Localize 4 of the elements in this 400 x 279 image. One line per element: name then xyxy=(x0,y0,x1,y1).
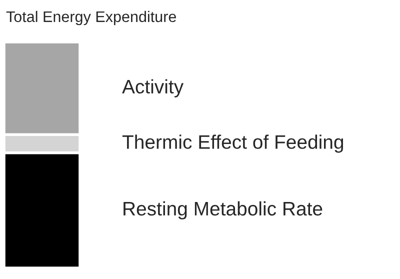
text: Thermic Effect of Feeding xyxy=(122,134,344,153)
text: Activity xyxy=(122,79,184,98)
chart-title: Total Energy Expenditure xyxy=(6,10,176,26)
text: Resting Metabolic Rate xyxy=(124,201,322,220)
